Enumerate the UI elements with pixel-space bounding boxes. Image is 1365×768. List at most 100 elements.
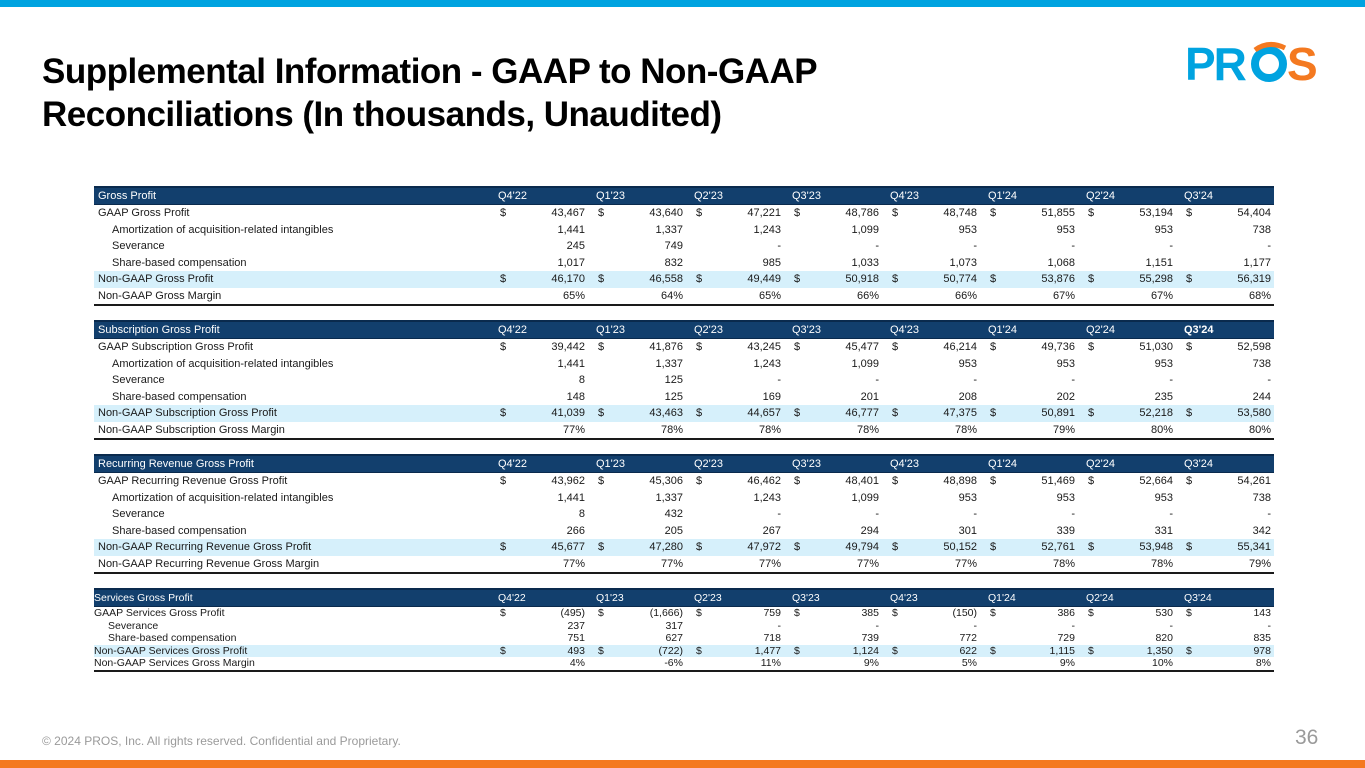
value-cell: $48,786 — [784, 205, 882, 222]
cell-value: 44,657 — [747, 407, 781, 420]
cell-value: 1,177 — [1243, 256, 1271, 269]
cell-value: 294 — [860, 524, 879, 537]
value-cell: $47,280 — [588, 539, 686, 556]
currency-symbol: $ — [990, 644, 996, 657]
value-cell: - — [882, 372, 980, 389]
value-cell: 772 — [882, 632, 980, 645]
cell-value: - — [777, 374, 781, 387]
value-cell: $49,449 — [686, 271, 784, 288]
cell-value: 953 — [1154, 223, 1173, 236]
cell-value: 54,261 — [1237, 475, 1271, 488]
copyright-footer: © 2024 PROS, Inc. All rights reserved. C… — [42, 734, 401, 748]
value-cell: $ (1,666) — [588, 607, 686, 620]
cell-value: - — [1169, 240, 1173, 253]
quarter-header: Q2'24 — [1078, 454, 1176, 473]
value-cell: $50,891 — [980, 405, 1078, 422]
table-services-gross-profit: Services Gross Profit Q4'22 Q1'23 Q2'23 Q3'2… — [94, 588, 1274, 672]
value-cell: $46,462 — [686, 473, 784, 490]
cell-value: 47,221 — [747, 207, 781, 220]
cell-value: 953 — [1154, 357, 1173, 370]
cell-value: 67% — [1052, 289, 1075, 302]
cell-value: - — [1267, 508, 1271, 521]
quarter-header: Q4'23 — [882, 186, 980, 205]
cell-value: 43,962 — [551, 475, 585, 488]
table-header-row: Subscription Gross Profit Q4'22 Q1'23 Q2'23… — [94, 320, 1274, 339]
value-cell: 301 — [882, 523, 980, 540]
cell-value: 4% — [569, 657, 585, 670]
cell-value: 77% — [660, 557, 683, 570]
cell-value: 41,039 — [551, 407, 585, 420]
value-cell: $ (495) — [490, 607, 588, 620]
row-label: Non-GAAP Gross Profit — [94, 271, 490, 288]
cell-value: 39,442 — [551, 341, 585, 354]
cell-value: 1,243 — [753, 223, 781, 236]
cell-value: 8 — [578, 508, 585, 521]
currency-symbol: $ — [892, 207, 899, 220]
row-label: Share-based compensation — [112, 524, 247, 537]
cell-value: 772 — [959, 632, 977, 645]
value-cell: 78% — [980, 555, 1078, 574]
value-cell: 235 — [1078, 389, 1176, 406]
value-cell: - — [1078, 372, 1176, 389]
pros-logo-text: PR — [1185, 38, 1247, 86]
cell-value: 1,441 — [557, 491, 585, 504]
value-cell: 8 — [490, 372, 588, 389]
value-cell: 66% — [784, 287, 882, 306]
table-header-label: Gross Profit — [94, 186, 490, 205]
cell-value: 52,218 — [1139, 407, 1173, 420]
currency-symbol: $ — [598, 341, 605, 354]
value-cell: $1,477 — [686, 644, 784, 657]
quarter-header: Q3'24 — [1176, 454, 1274, 473]
cell-value: 1,337 — [655, 491, 683, 504]
row-label: Amortization of acquisition-related inta… — [112, 491, 334, 504]
quarter-header: Q1'24 — [980, 186, 1078, 205]
value-cell: 10% — [1078, 657, 1176, 672]
table-header-row: Services Gross Profit Q4'22 Q1'23 Q2'23 Q3'2… — [94, 588, 1274, 607]
quarter-header: Q4'22 — [490, 454, 588, 473]
cell-value: 125 — [664, 374, 683, 387]
cell-value: 237 — [567, 619, 585, 632]
value-cell: 125 — [588, 372, 686, 389]
value-cell: $530 — [1078, 607, 1176, 620]
quarter-header: Q2'23 — [686, 588, 784, 607]
value-cell: 169 — [686, 389, 784, 406]
value-cell: $52,664 — [1078, 473, 1176, 490]
value-cell: 237 — [490, 620, 588, 633]
cell-value: - — [1169, 508, 1173, 521]
cell-value: 953 — [958, 357, 977, 370]
currency-symbol: $ — [500, 407, 507, 420]
value-cell: $41,039 — [490, 405, 588, 422]
table-row: Non-GAAP Subscription Gross Profit $41,03… — [94, 405, 1274, 422]
cell-value: - — [1267, 240, 1271, 253]
cell-value: 1,033 — [851, 256, 879, 269]
row-label: GAAP Gross Profit — [98, 207, 190, 220]
cell-value: 9% — [863, 657, 879, 670]
table-row: Share-based compensation 1,017 832 985 1,033… — [94, 255, 1274, 272]
value-cell: 953 — [980, 222, 1078, 239]
value-cell: $50,918 — [784, 271, 882, 288]
cell-value: 46,214 — [943, 341, 977, 354]
page-title: Supplemental Information - GAAP to Non-G… — [42, 50, 942, 136]
value-cell: $43,962 — [490, 473, 588, 490]
currency-symbol: $ — [794, 341, 801, 354]
cell-value: 48,786 — [845, 207, 879, 220]
cell-value: 125 — [664, 390, 683, 403]
currency-symbol: $ — [1088, 407, 1095, 420]
currency-symbol: $ — [892, 341, 899, 354]
currency-symbol: $ — [1186, 644, 1192, 657]
row-label: GAAP Subscription Gross Profit — [98, 341, 254, 354]
value-cell: $52,761 — [980, 539, 1078, 556]
cell-value: 1,073 — [949, 256, 977, 269]
quarter-header: Q1'24 — [980, 588, 1078, 607]
cell-value: 65% — [562, 289, 585, 302]
value-cell: 820 — [1078, 632, 1176, 645]
row-label: Share-based compensation — [112, 256, 247, 269]
currency-symbol: $ — [892, 541, 899, 554]
value-cell: 9% — [980, 657, 1078, 672]
cell-value: 729 — [1057, 632, 1075, 645]
value-cell: 432 — [588, 506, 686, 523]
quarter-header: Q1'23 — [588, 454, 686, 473]
table-row: Share-based compensation 751 627 718 739 772 7… — [94, 632, 1274, 645]
table-row: GAAP Gross Profit $43,467 $43,640 $47,221 $4… — [94, 205, 1274, 222]
currency-symbol: $ — [794, 207, 801, 220]
